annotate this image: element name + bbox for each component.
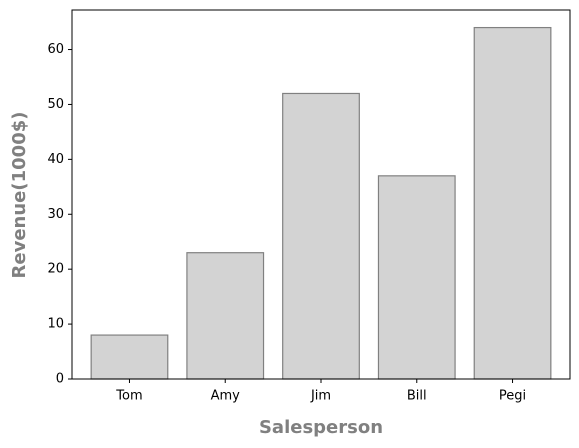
y-tick-label: 50 (47, 97, 64, 112)
y-tick-label: 30 (47, 207, 64, 222)
x-tick-label: Jim (310, 389, 331, 404)
y-axis-label: Revenue(1000$) (9, 112, 30, 279)
x-tick-label: Amy (211, 389, 241, 404)
y-tick-label: 0 (56, 372, 64, 387)
x-tick-label: Tom (115, 389, 142, 404)
y-tick-label: 20 (47, 262, 64, 277)
y-tick-label: 10 (47, 317, 64, 332)
x-tick-label: Bill (407, 389, 427, 404)
y-tick-label: 40 (47, 152, 64, 167)
bar (90, 334, 169, 380)
bar (377, 175, 456, 380)
bar (186, 252, 265, 380)
plot-frame (71, 9, 571, 380)
bar (473, 26, 552, 380)
bar (282, 92, 360, 380)
y-tick-label: 60 (47, 42, 64, 57)
x-axis-label: Salesperson (259, 417, 383, 438)
x-tick-label: Pegi (499, 389, 526, 404)
